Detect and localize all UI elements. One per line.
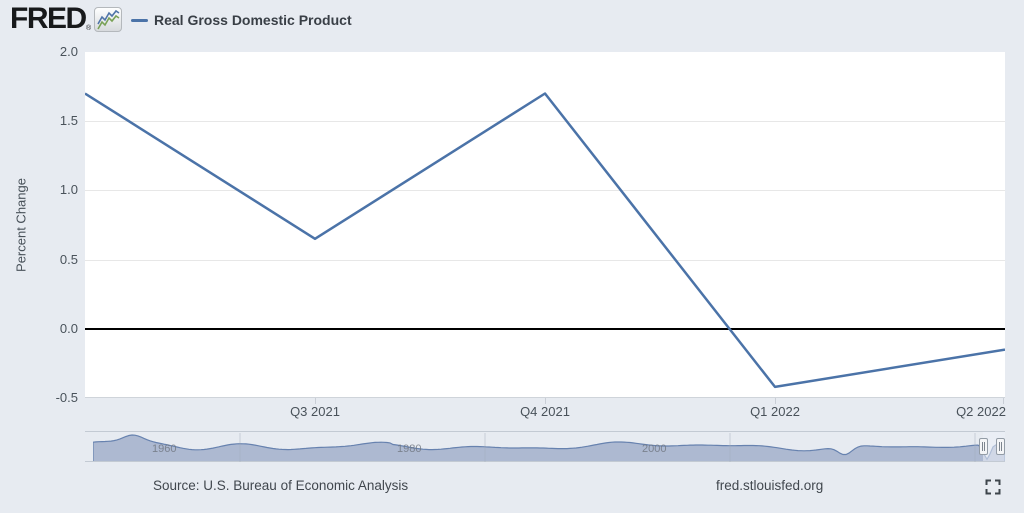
source-note: Source: U.S. Bureau of Economic Analysis — [153, 478, 409, 493]
gridline — [85, 190, 1005, 192]
fullscreen-button[interactable] — [984, 479, 1002, 497]
y-tick-label: -0.5 — [55, 390, 78, 405]
x-tick-label: Q3 2021 — [290, 404, 340, 419]
y-tick-label: 0.0 — [59, 320, 78, 336]
sparkline-icon-lines — [97, 9, 120, 30]
gridline — [85, 121, 1005, 123]
legend-line-swatch — [131, 19, 148, 22]
navigator-area-chart — [93, 433, 1005, 462]
gridline — [85, 259, 1005, 261]
fullscreen-icon — [985, 479, 1001, 495]
navigator-year-label: 2000 — [642, 443, 667, 455]
gdp-line-series — [85, 92, 1005, 389]
y-tick-label: 0.5 — [59, 251, 78, 267]
navigator-handle-left[interactable] — [979, 438, 988, 455]
y-tick-label: 1.0 — [59, 182, 78, 198]
x-tick-mark — [545, 398, 546, 404]
x-tick-mark — [775, 398, 776, 404]
fred-logo[interactable]: FRED — [10, 2, 87, 35]
navigator-year-label: 1960 — [152, 443, 177, 455]
plot-area[interactable] — [85, 52, 1005, 398]
fred-site-link[interactable]: fred.stlouisfed.org — [716, 478, 824, 493]
y-tick-label: 2.0 — [59, 44, 78, 59]
x-tick-label: Q4 2021 — [520, 404, 570, 419]
navigator-handle-right[interactable] — [996, 438, 1005, 455]
x-tick-label: Q1 2022 — [750, 404, 800, 419]
zero-line — [85, 327, 1005, 330]
y-tick-label: 1.5 — [59, 113, 78, 129]
x-tick-label: Q2 2022 — [956, 404, 1006, 419]
registered-trademark: ® — [86, 25, 92, 32]
y-axis-title: Percent Change — [13, 178, 29, 272]
navigator-year-label: 1980 — [397, 443, 422, 455]
legend-series-label: Real Gross Domestic Product — [154, 12, 352, 28]
fred-sparkline-icon — [94, 7, 122, 32]
x-tick-mark — [315, 398, 316, 404]
x-tick-mark — [1003, 398, 1004, 404]
navigator[interactable] — [85, 431, 1005, 462]
